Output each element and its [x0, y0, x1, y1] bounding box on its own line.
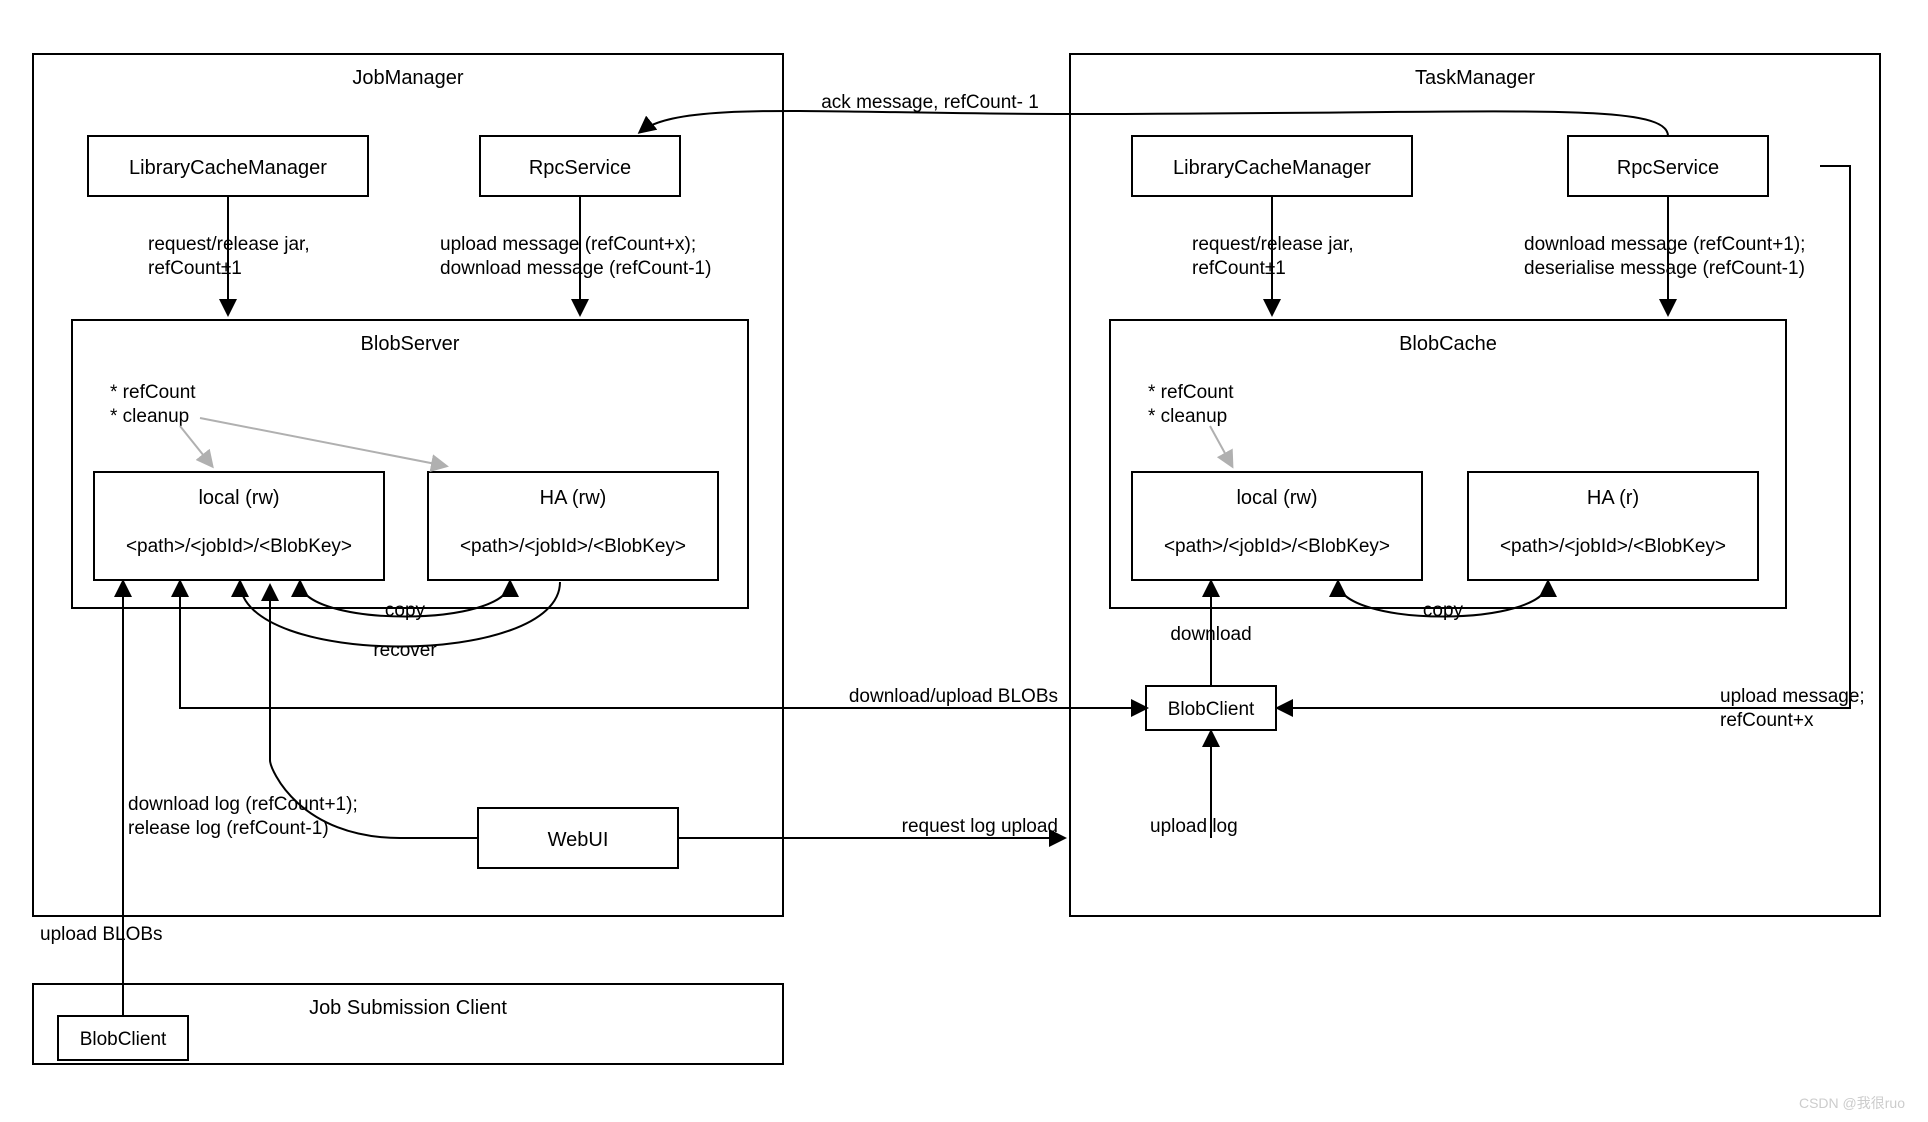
edge-jm-copy-label: copy	[385, 600, 426, 621]
cleanup-note-jm: * cleanup	[110, 406, 189, 427]
edge-tmrpc-l2: deserialise message (refCount-1)	[1524, 258, 1805, 279]
bc-local-title: local (rw)	[1236, 487, 1317, 509]
edge-jm-recover-label: recover	[373, 640, 437, 661]
watermark: CSDN @我很ruo	[1799, 1095, 1905, 1111]
edge-weblog-l2: release log (refCount-1)	[128, 818, 329, 839]
edge-dlup-label: download/upload BLOBs	[849, 686, 1058, 707]
edge-jmlib-l2: refCount±1	[148, 258, 242, 279]
blobserver-title: BlobServer	[361, 333, 460, 355]
blobcache-title: BlobCache	[1399, 333, 1497, 355]
jsc-blobclient-title: BlobClient	[80, 1029, 167, 1050]
tm-blobclient-title: BlobClient	[1168, 699, 1255, 720]
jobmanager-title: JobManager	[352, 67, 464, 89]
edge-tm-copy-label: copy	[1423, 600, 1464, 621]
tm-libcache-title: LibraryCacheManager	[1173, 157, 1371, 179]
bc-local-sub: <path>/<jobId>/<BlobKey>	[1164, 536, 1390, 557]
jm-rpc-title: RpcService	[529, 157, 631, 179]
webui-title: WebUI	[548, 829, 609, 851]
edge-ack-label: ack message, refCount- 1	[821, 92, 1039, 113]
bc-ha-title: HA (r)	[1587, 487, 1639, 509]
bs-local-title: local (rw)	[198, 487, 279, 509]
refcount-note-jm: * refCount	[110, 382, 196, 403]
edge-jmrpc-l1: upload message (refCount+x);	[440, 234, 696, 255]
edge-uploadmsg-l2: refCount+x	[1720, 710, 1814, 731]
edge-uploadmsg-l1: upload message;	[1720, 686, 1865, 707]
taskmanager-title: TaskManager	[1415, 67, 1535, 89]
cleanup-note-tm: * cleanup	[1148, 406, 1227, 427]
edge-upload-log-label: upload log	[1150, 816, 1238, 837]
edge-tmlib-l2: refCount±1	[1192, 258, 1286, 279]
jm-libcache-title: LibraryCacheManager	[129, 157, 327, 179]
edge-upload-blobs-label: upload BLOBs	[40, 924, 163, 945]
bc-ha-sub: <path>/<jobId>/<BlobKey>	[1500, 536, 1726, 557]
edge-tmrpc-l1: download message (refCount+1);	[1524, 234, 1805, 255]
edge-tmlib-l1: request/release jar,	[1192, 234, 1354, 255]
bs-local-sub: <path>/<jobId>/<BlobKey>	[126, 536, 352, 557]
tm-rpc-title: RpcService	[1617, 157, 1719, 179]
refcount-note-tm: * refCount	[1148, 382, 1234, 403]
edge-weblog-l1: download log (refCount+1);	[128, 794, 358, 815]
edge-jmlib-l1: request/release jar,	[148, 234, 310, 255]
edge-jmrpc-l2: download message (refCount-1)	[440, 258, 711, 279]
edge-tm-download-label: download	[1170, 624, 1251, 645]
bs-ha-title: HA (rw)	[540, 487, 607, 509]
edge-req-log-label: request log upload	[902, 816, 1058, 837]
jobsubclient-title: Job Submission Client	[309, 997, 507, 1019]
bs-ha-sub: <path>/<jobId>/<BlobKey>	[460, 536, 686, 557]
